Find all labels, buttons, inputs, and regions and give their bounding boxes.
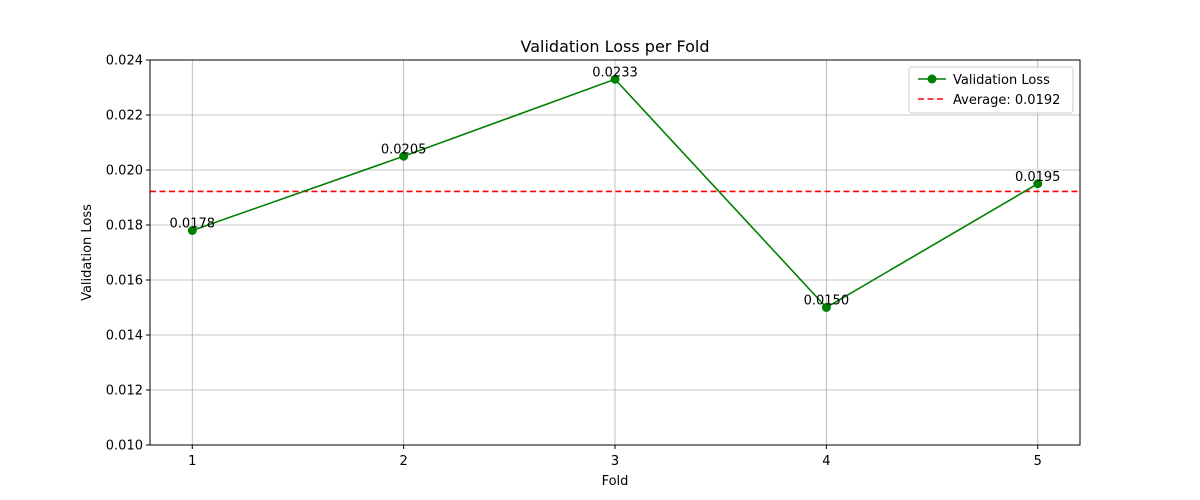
x-tick-label: 3 bbox=[611, 454, 619, 469]
data-label: 0.0178 bbox=[170, 217, 216, 232]
data-point bbox=[821, 303, 831, 312]
data-label: 0.0150 bbox=[804, 294, 850, 309]
tick-labels: 1 2 3 4 5 0.010 0.012 0.014 0.016 0.018 0.020 0.022… bbox=[106, 54, 1042, 470]
legend-label-validation-loss: Validation Loss bbox=[953, 73, 1050, 88]
axes bbox=[146, 59, 1081, 449]
x-tick-label: 1 bbox=[188, 454, 196, 469]
y-tick-label: 0.018 bbox=[106, 219, 143, 234]
y-tick-label: 0.016 bbox=[106, 274, 143, 289]
legend-box bbox=[908, 66, 1074, 114]
data-label: 0.0233 bbox=[592, 65, 638, 80]
y-tick-label: 0.022 bbox=[106, 109, 143, 124]
y-axis-title: Validation Loss bbox=[80, 204, 95, 301]
x-tick-label: 5 bbox=[1034, 454, 1042, 469]
legend: Validation Loss Average: 0.0192 bbox=[908, 66, 1074, 114]
data-point bbox=[187, 226, 197, 235]
y-tick-label: 0.024 bbox=[106, 54, 143, 69]
y-tick-label: 0.010 bbox=[106, 439, 143, 454]
y-tick-label: 0.012 bbox=[106, 384, 143, 399]
chart-title: Validation Loss per Fold bbox=[521, 37, 710, 56]
y-tick-label: 0.020 bbox=[106, 164, 143, 179]
legend-label-average: Average: 0.0192 bbox=[953, 93, 1060, 108]
y-tick-label: 0.014 bbox=[106, 329, 143, 344]
legend-marker-validation-loss bbox=[927, 74, 937, 84]
grid-lines bbox=[150, 59, 1080, 446]
x-axis-title: Fold bbox=[602, 474, 629, 489]
data-labels: 0.0178 0.0205 0.0233 0.0150 0.0195 bbox=[170, 65, 1061, 308]
data-label: 0.0195 bbox=[1015, 170, 1061, 185]
data-label: 0.0205 bbox=[381, 142, 427, 157]
x-tick-label: 2 bbox=[399, 454, 407, 469]
data-point bbox=[1033, 179, 1043, 189]
x-tick-label: 4 bbox=[822, 454, 830, 469]
data-point bbox=[399, 151, 409, 161]
series-layer bbox=[187, 74, 1043, 312]
data-point bbox=[610, 74, 620, 84]
